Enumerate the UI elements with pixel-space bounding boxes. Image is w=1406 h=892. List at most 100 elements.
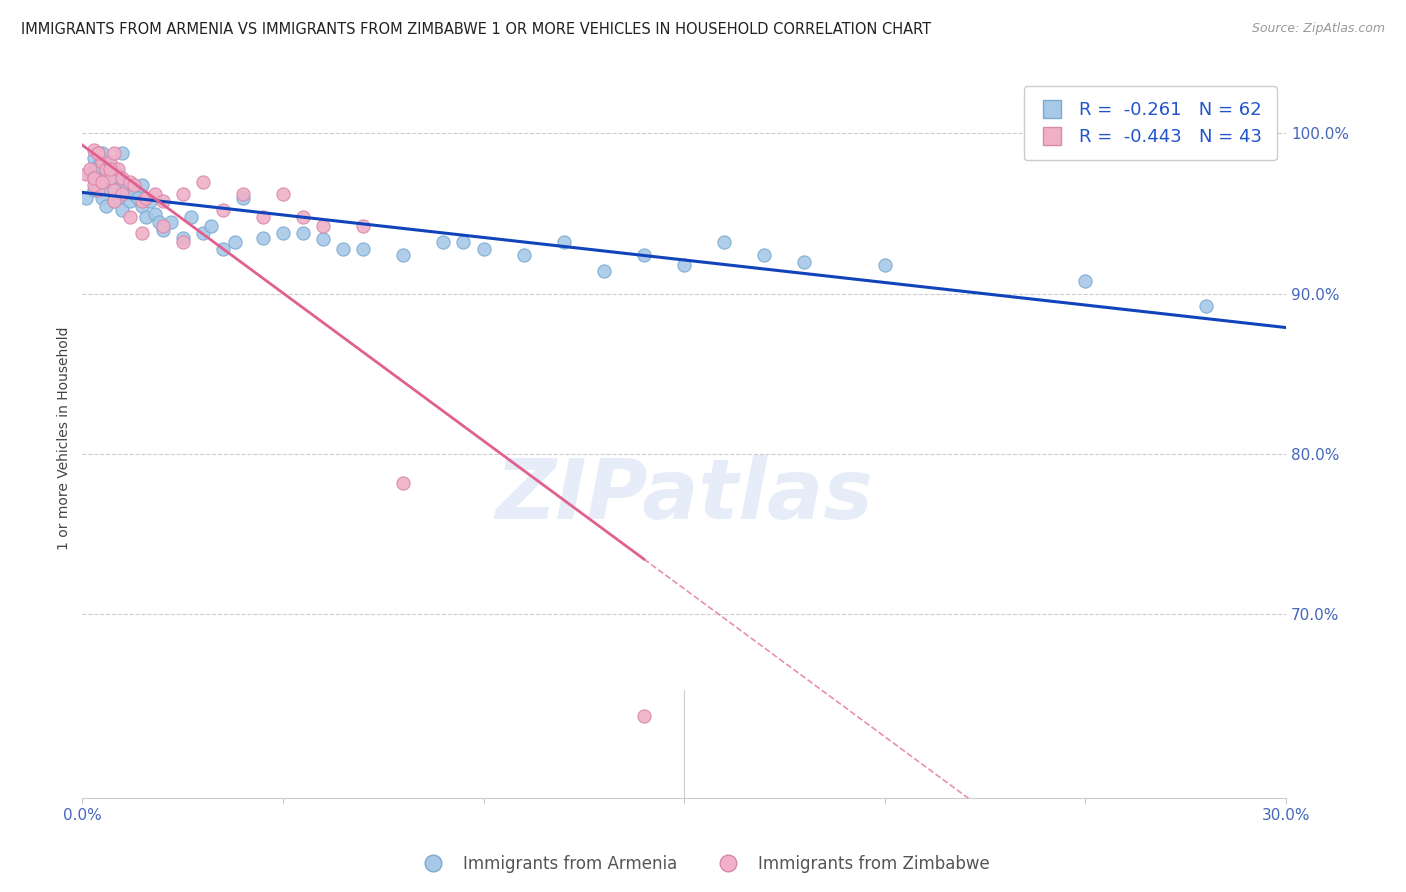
Point (91, 155, 114, 169)
Legend: Immigrants from Armenia, Immigrants from Zimbabwe: Immigrants from Armenia, Immigrants from… (411, 848, 995, 880)
Point (87, 145, 110, 160)
Point (211, 242, 233, 256)
Point (793, 254, 815, 268)
Point (75, 167, 97, 181)
Point (180, 210, 202, 224)
Point (87, 145, 110, 160)
Point (754, 248, 776, 262)
Point (100, 155, 122, 169)
Point (152, 194, 174, 208)
Point (127, 190, 149, 204)
Point (115, 182, 138, 196)
Point (107, 167, 129, 181)
Point (131, 178, 153, 192)
Point (312, 219, 335, 234)
Point (172, 230, 194, 244)
Point (79, 167, 101, 181)
Point (100, 161, 122, 176)
Point (100, 182, 122, 196)
Point (713, 235, 735, 250)
Point (271, 187, 294, 202)
Point (83, 151, 105, 165)
Point (111, 187, 134, 202)
Point (131, 226, 153, 240)
Point (124, 187, 146, 202)
Point (633, 248, 655, 262)
Point (135, 190, 157, 204)
Point (107, 161, 129, 176)
Point (332, 242, 354, 256)
Point (593, 264, 616, 278)
Point (83, 171, 105, 186)
Point (131, 198, 153, 212)
Point (79, 161, 101, 176)
Point (191, 226, 214, 240)
Point (91, 190, 114, 204)
Point (91, 145, 114, 160)
Point (633, 709, 655, 723)
Point (111, 145, 134, 160)
Point (91, 175, 114, 189)
Point (103, 171, 125, 186)
Point (392, 248, 415, 262)
Point (75, 190, 97, 204)
Point (191, 175, 214, 189)
Legend: R =  -0.261   N = 62, R =  -0.443   N = 43: R = -0.261 N = 62, R = -0.443 N = 43 (1024, 87, 1277, 161)
Point (873, 258, 896, 272)
Point (291, 226, 314, 240)
Point (124, 178, 146, 192)
Point (271, 226, 294, 240)
Point (96, 161, 118, 176)
Point (143, 187, 166, 202)
Point (1195, 300, 1218, 314)
Point (83, 171, 105, 186)
Point (131, 194, 153, 208)
Text: IMMIGRANTS FROM ARMENIA VS IMMIGRANTS FROM ZIMBABWE 1 OR MORE VEHICLES IN HOUSEH: IMMIGRANTS FROM ARMENIA VS IMMIGRANTS FR… (21, 22, 931, 37)
Point (103, 194, 125, 208)
Point (100, 171, 122, 186)
Point (83, 161, 105, 176)
Point (87, 175, 110, 189)
Point (352, 219, 374, 234)
Point (111, 203, 134, 218)
Point (553, 235, 575, 250)
Point (224, 235, 246, 250)
Point (172, 235, 194, 250)
Point (472, 242, 495, 256)
Point (143, 206, 166, 220)
Point (83, 182, 105, 196)
Point (111, 171, 134, 186)
Point (252, 210, 274, 224)
Point (87, 159, 110, 173)
Point (152, 219, 174, 234)
Point (120, 175, 142, 189)
Point (392, 475, 415, 490)
Point (96, 198, 118, 212)
Y-axis label: 1 or more Vehicles in Household: 1 or more Vehicles in Household (58, 326, 72, 549)
Point (107, 190, 129, 204)
Point (252, 230, 274, 244)
Point (120, 194, 142, 208)
Point (148, 214, 170, 228)
Point (120, 210, 142, 224)
Text: ZIPatlas: ZIPatlas (495, 455, 873, 536)
Text: Source: ZipAtlas.com: Source: ZipAtlas.com (1251, 22, 1385, 36)
Point (312, 232, 335, 246)
Point (111, 178, 134, 192)
Point (232, 187, 254, 202)
Point (211, 203, 233, 218)
Point (135, 210, 157, 224)
Point (432, 235, 454, 250)
Point (103, 161, 125, 176)
Point (103, 182, 125, 196)
Point (512, 248, 534, 262)
Point (152, 222, 174, 236)
Point (83, 143, 105, 157)
Point (159, 214, 181, 228)
Point (96, 167, 118, 181)
Point (352, 242, 374, 256)
Point (103, 145, 125, 160)
Point (291, 210, 314, 224)
Point (453, 235, 475, 250)
Point (1074, 274, 1097, 288)
